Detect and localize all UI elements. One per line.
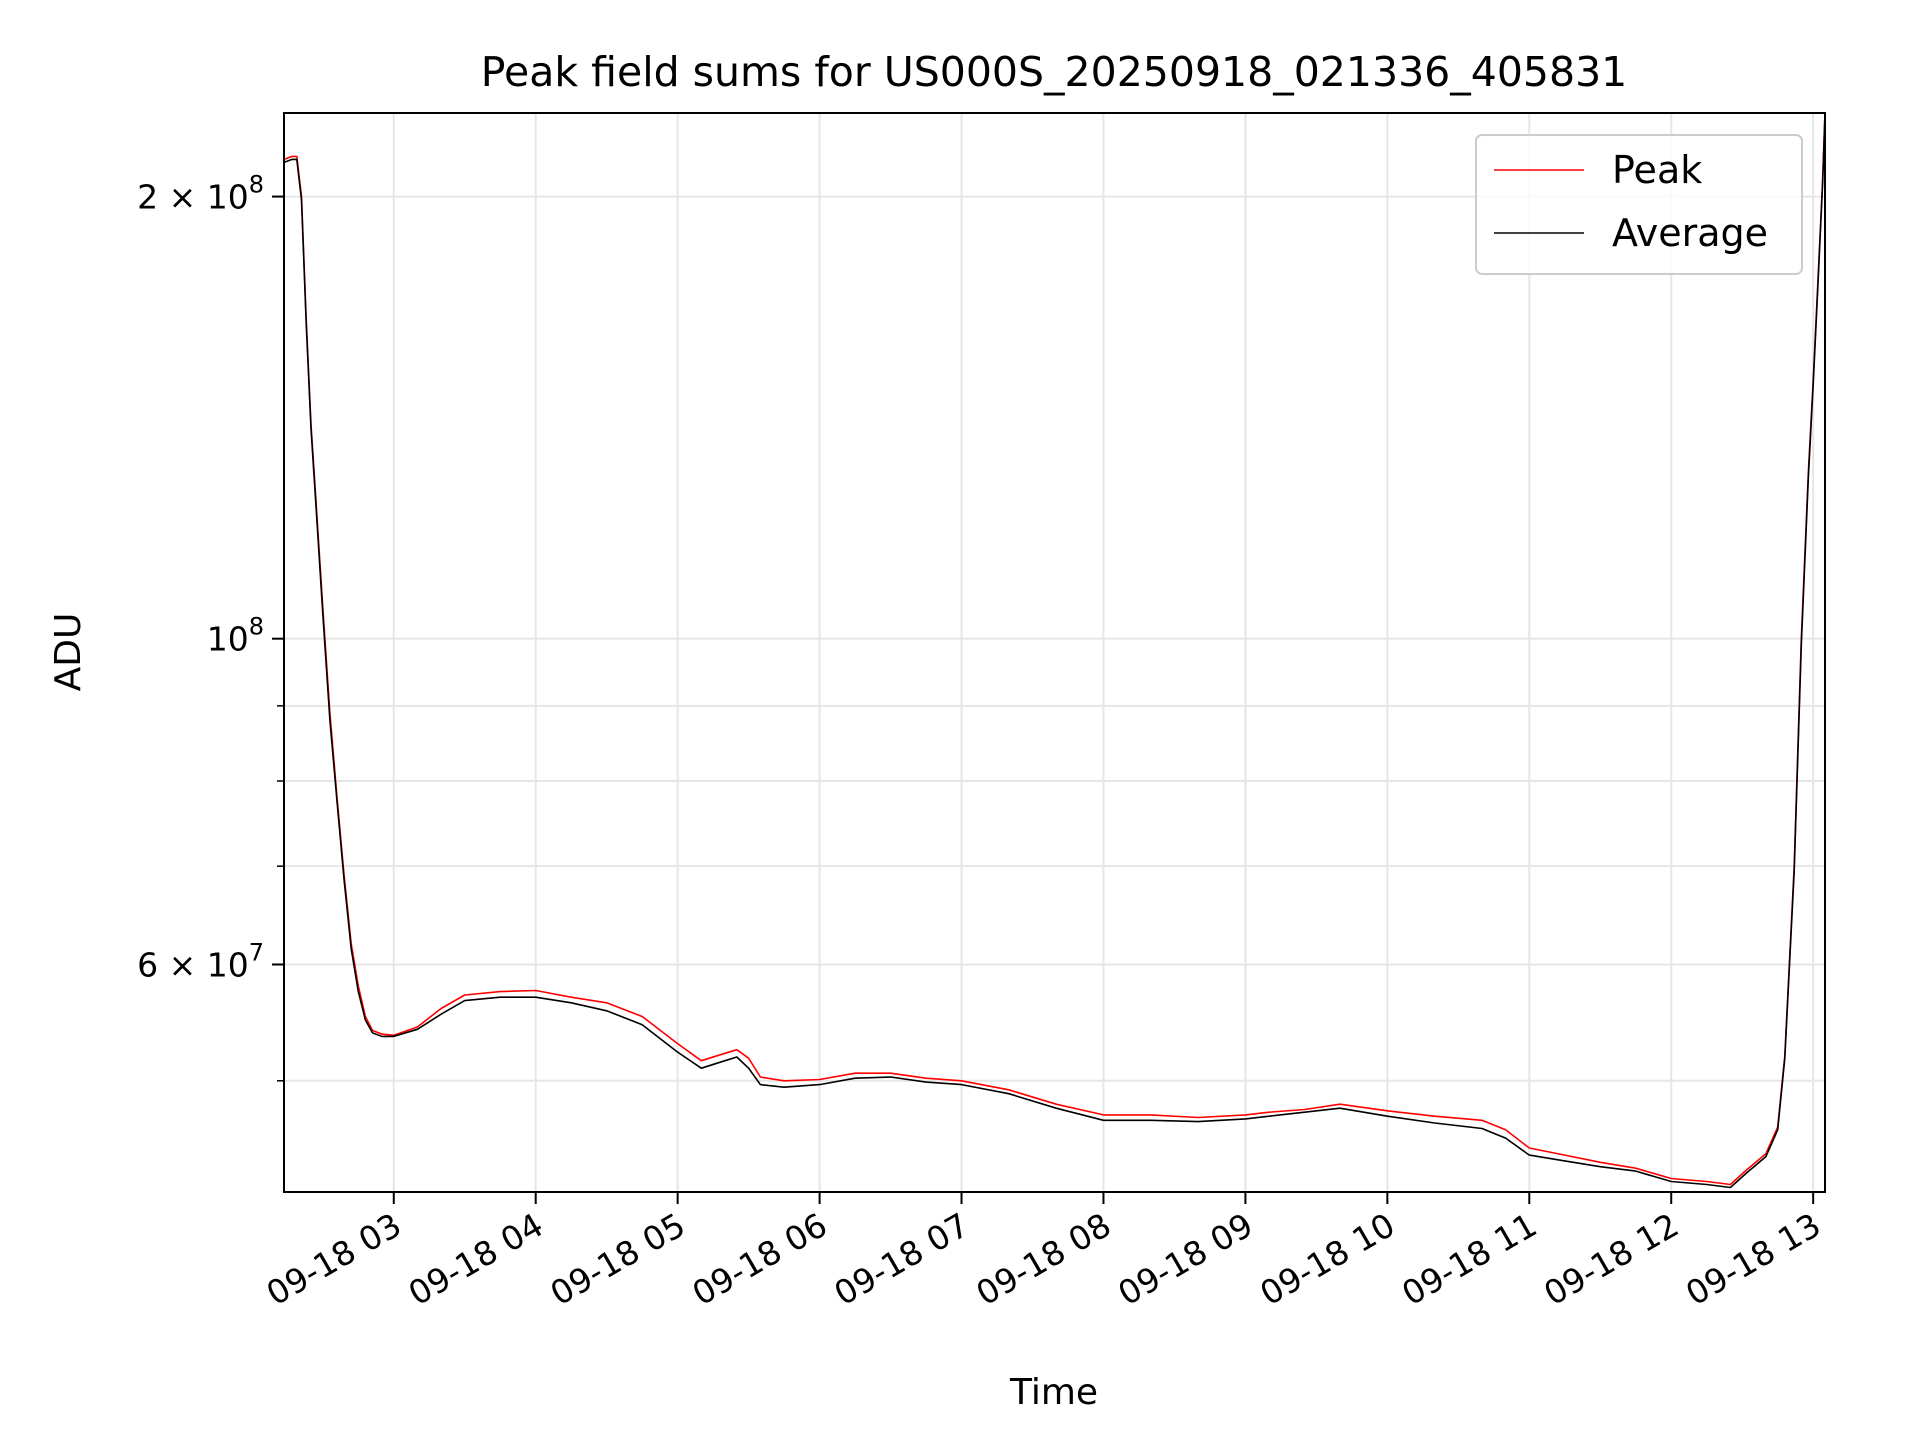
legend-label-peak: Peak xyxy=(1612,148,1702,192)
y-axis-label: ADU xyxy=(48,613,89,692)
y-tick-label: 6 × 107 xyxy=(137,939,264,985)
plot-frame xyxy=(283,112,1826,1193)
y-tick-exponent: 8 xyxy=(249,613,264,641)
x-axis-label: Time xyxy=(1009,1372,1098,1413)
y-tick-mantissa: 6 xyxy=(137,946,158,985)
grid xyxy=(284,113,1825,1192)
series-line-average xyxy=(283,112,1826,1189)
legend: Peak Average xyxy=(1475,134,1803,275)
series-line-peak xyxy=(283,112,1826,1186)
y-tick-exponent: 7 xyxy=(249,939,264,967)
y-tick-mantissa: 2 xyxy=(137,178,158,217)
legend-label-average: Average xyxy=(1612,211,1768,255)
y-tick-label: 2 × 108 xyxy=(137,171,264,217)
y-tick-exponent: 8 xyxy=(249,171,264,199)
series-layer xyxy=(283,112,1826,1189)
chart-title: Peak field sums for US000S_20250918_0213… xyxy=(481,48,1628,96)
